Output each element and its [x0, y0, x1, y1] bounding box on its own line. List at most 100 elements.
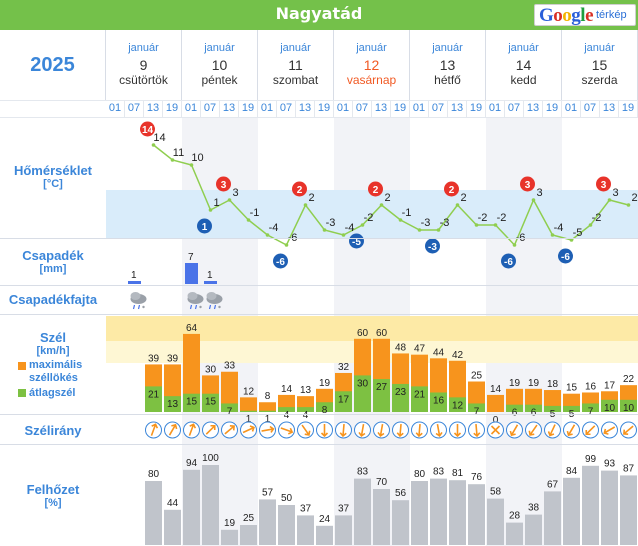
wind-avg-bar [316, 402, 333, 412]
wind-avg-bar [240, 410, 257, 412]
snow-flake-icon [142, 305, 145, 309]
year-label: 2025 [0, 30, 106, 100]
cloud-bar [335, 515, 352, 545]
cloud-value: 80 [148, 469, 160, 480]
wind-arrow-shape [358, 423, 366, 438]
cloud-value: 100 [202, 453, 219, 464]
wind-avg-value: 16 [433, 395, 445, 406]
temperature-value: -2 [497, 212, 507, 224]
google-logo-letter: o [553, 5, 563, 26]
cloud-bar [316, 525, 333, 545]
precip-bar [128, 281, 141, 284]
min-temp-badge-value: -6 [276, 257, 285, 268]
cloud-bar [563, 477, 580, 545]
wind-avg-value: 17 [338, 394, 350, 405]
temperature-point [360, 223, 365, 227]
temperature-value: 2 [631, 192, 637, 204]
wind-gust-value: 19 [528, 378, 540, 389]
row-divider [0, 444, 638, 445]
cloud-value: 81 [452, 468, 464, 479]
precip-type-label: Csapadékfajta [8, 292, 98, 307]
location-title: Nagyatád [275, 4, 363, 23]
wind-arrow-shape [509, 424, 519, 437]
hour-label: 01 [106, 100, 125, 118]
cloud-value: 80 [414, 469, 426, 480]
wind-avg-bar [297, 407, 314, 412]
max-temp-badge [216, 176, 231, 192]
temperature-point [512, 243, 517, 247]
temperature-value: 14 [153, 132, 165, 144]
temperature-point [398, 218, 403, 222]
wind-gust-bar [487, 394, 504, 412]
temperature-point [550, 233, 555, 237]
cloud-bar [525, 514, 542, 545]
cloud-value: 19 [224, 518, 236, 529]
wind-avg-bar [601, 399, 618, 412]
wind-title: Szél [39, 330, 66, 345]
arrow-icon [396, 423, 404, 438]
wind-gust-value: 64 [186, 323, 198, 334]
wind-gust-value: 60 [376, 328, 388, 339]
day-month: január [584, 42, 615, 54]
row-divider [0, 285, 638, 286]
arrow-icon [168, 423, 178, 436]
cloud-value: 70 [376, 477, 388, 488]
wind-gust-value: 39 [148, 353, 160, 364]
cloud-bar [354, 478, 371, 545]
day-number: 10 [211, 57, 228, 73]
temperature-value: -3 [421, 217, 431, 229]
hour-label: 19 [543, 100, 562, 118]
cloud-bar [449, 480, 466, 545]
wind-arrow-shape [528, 424, 538, 436]
arrow-icon [339, 423, 347, 438]
cloud-bar [620, 475, 637, 545]
hour-label: 13 [220, 100, 239, 118]
day-number: 11 [288, 57, 303, 73]
wind-gust-value: 30 [205, 364, 217, 375]
clouds-unit: [%] [44, 497, 62, 509]
wind-gust-bar [183, 333, 200, 412]
cloud-bar [183, 469, 200, 545]
wind-avg-value: 6 [531, 408, 537, 419]
rain-drop-icon [137, 304, 141, 310]
day-header: január 12 vasárnap [334, 30, 410, 100]
arrow-icon [435, 423, 443, 438]
wind-avg-value: 10 [623, 403, 635, 414]
wind-gust-value: 48 [395, 342, 407, 353]
google-map-link[interactable]: Google térkép [534, 4, 636, 26]
day-weekday: szerda [581, 73, 618, 87]
cloud-bar [373, 489, 390, 545]
temperature-value: 1 [213, 197, 219, 209]
temperature-point [208, 208, 213, 212]
precip-value: 1 [131, 270, 137, 281]
min-temp-badge [273, 253, 288, 269]
hour-label: 01 [334, 100, 353, 118]
wind-arrow-shape [547, 424, 556, 437]
hour-label: 07 [429, 100, 448, 118]
wind-avg-value: 10 [604, 403, 616, 414]
min-temp-badge-value: -3 [428, 242, 437, 253]
wind-gust-value: 32 [338, 362, 350, 373]
google-logo-letter: o [562, 5, 572, 26]
hour-label: 13 [144, 100, 163, 118]
arrow-icon [566, 424, 576, 437]
hour-label: 13 [448, 100, 467, 118]
wind-avg-bar [411, 386, 428, 412]
temperature-value: 2 [384, 192, 390, 204]
day-weekday: kedd [510, 73, 537, 87]
wind-arrow-shape [396, 423, 404, 438]
wind-arrow-shape [377, 423, 385, 438]
wind-arrow-shape [168, 423, 178, 436]
snow-flake-icon [199, 305, 202, 309]
temperature-line [153, 144, 629, 247]
temperature-point [607, 198, 612, 202]
wind-gust-value: 13 [300, 385, 312, 396]
precip-title: Csapadék [22, 248, 84, 263]
arrow-icon [261, 425, 275, 433]
temperature-value: 11 [173, 147, 184, 159]
wind-avg-value: 1 [246, 414, 252, 425]
wind-avg-bar [278, 407, 295, 412]
temperature-value: -2 [592, 212, 602, 224]
wind-gust-value: 17 [604, 380, 616, 391]
hour-label: 07 [581, 100, 600, 118]
